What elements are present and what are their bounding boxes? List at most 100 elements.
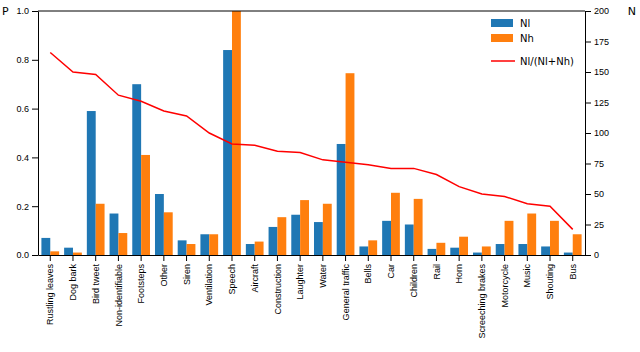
tick-label: 0.2 (16, 202, 29, 212)
tick: Horn (454, 255, 464, 284)
bar (541, 246, 550, 255)
bar (73, 253, 82, 255)
tick-label: Horn (454, 264, 464, 284)
tick-mark (32, 206, 38, 207)
bar (368, 240, 377, 255)
tick-mark (585, 11, 591, 12)
frame (38, 11, 585, 12)
tick-label: 0 (594, 250, 599, 260)
tick: Bells (363, 255, 373, 284)
bar (110, 214, 119, 255)
plot-area (41, 11, 581, 255)
tick-mark (436, 255, 437, 261)
tick-mark (585, 72, 591, 73)
tick-label: 175 (594, 37, 609, 47)
bar (87, 111, 96, 255)
tick: 50 (585, 189, 604, 199)
bar (164, 212, 173, 255)
tick: 100 (585, 128, 609, 138)
bar (346, 73, 355, 255)
tick-mark (32, 60, 38, 61)
bar (155, 194, 164, 255)
tick: Speech (227, 255, 237, 295)
legend-swatch (491, 34, 513, 42)
axis-line (38, 12, 39, 256)
tick-label: Laughter (295, 264, 305, 300)
tick-label: Rail (432, 264, 442, 280)
tick-label: Construction (273, 264, 283, 315)
tick-mark (141, 255, 142, 261)
tick-label: Music (522, 264, 532, 288)
tick-mark (585, 225, 591, 226)
tick-mark (459, 255, 460, 261)
tick-mark (186, 255, 187, 261)
tick-mark (345, 255, 346, 261)
legend-item: Nh (491, 33, 534, 44)
tick-mark (209, 255, 210, 261)
tick-label: 100 (594, 128, 609, 138)
tick-mark (585, 103, 591, 104)
tick-label: Motorcycle (500, 264, 510, 308)
legend-label: Nh (520, 33, 534, 44)
tick-label: 0.8 (16, 55, 29, 65)
bar (64, 248, 73, 255)
tick: Motorcycle (500, 255, 510, 308)
bar (382, 221, 391, 255)
tick-mark (72, 255, 73, 261)
axis-line (39, 255, 586, 256)
bar (527, 214, 536, 255)
bar (50, 251, 59, 255)
bar (482, 246, 491, 255)
tick-label: Screeching brakes (477, 264, 487, 339)
tick-label: Ventilation (204, 264, 214, 306)
bar (550, 221, 559, 255)
tick: General traffic (341, 255, 351, 320)
chart: Rustling leavesDog barkBird tweetNon-ide… (0, 0, 640, 352)
tick-label: 125 (594, 98, 609, 108)
tick: 0 (585, 250, 599, 260)
tick-label: Speech (227, 264, 237, 295)
tick-label: Bus (568, 264, 578, 280)
tick-mark (277, 255, 278, 261)
bar (518, 244, 527, 255)
tick: 0.8 (16, 55, 38, 65)
tick-mark (32, 255, 38, 256)
tick: 0.4 (16, 153, 38, 163)
tick-label: 1.0 (16, 6, 29, 16)
bar (187, 244, 196, 255)
tick-mark (32, 157, 38, 158)
tick-label: 200 (594, 6, 609, 16)
tick: 0.0 (16, 250, 38, 260)
tick-mark (527, 255, 528, 261)
bar (573, 234, 582, 255)
y-axis: 0.0 0.2 0.4 0.6 0.8 1.0 (16, 6, 38, 260)
legend-swatch (491, 19, 513, 27)
bar (223, 50, 232, 255)
bar (246, 244, 255, 255)
bar (359, 246, 368, 255)
bar (200, 234, 209, 255)
bar (232, 11, 241, 255)
tick-label: Car (386, 264, 396, 279)
legend: Nl Nh Nl/(Nl+Nh) (491, 18, 574, 67)
tick: 175 (585, 37, 609, 47)
tick: 75 (585, 159, 604, 169)
bar (505, 221, 514, 255)
tick-mark (550, 255, 551, 261)
axis-title: N (628, 5, 636, 18)
tick: Children (409, 255, 419, 298)
tick: 1.0 (16, 6, 38, 16)
legend-item: Nl/(Nl+Nh) (491, 56, 574, 67)
tick: 0.6 (16, 104, 38, 114)
tick-mark (231, 255, 232, 261)
tick: Bird tweet (91, 255, 101, 304)
tick-label: 150 (594, 67, 609, 77)
tick-label: 0.4 (16, 153, 29, 163)
bar (118, 233, 127, 255)
legend-item: Nl (491, 18, 530, 29)
bar (337, 144, 346, 255)
tick-label: Water (318, 264, 328, 288)
legend-swatch (491, 60, 515, 62)
tick: Dog bark (68, 255, 78, 301)
tick: Non-identifiable (114, 255, 124, 327)
